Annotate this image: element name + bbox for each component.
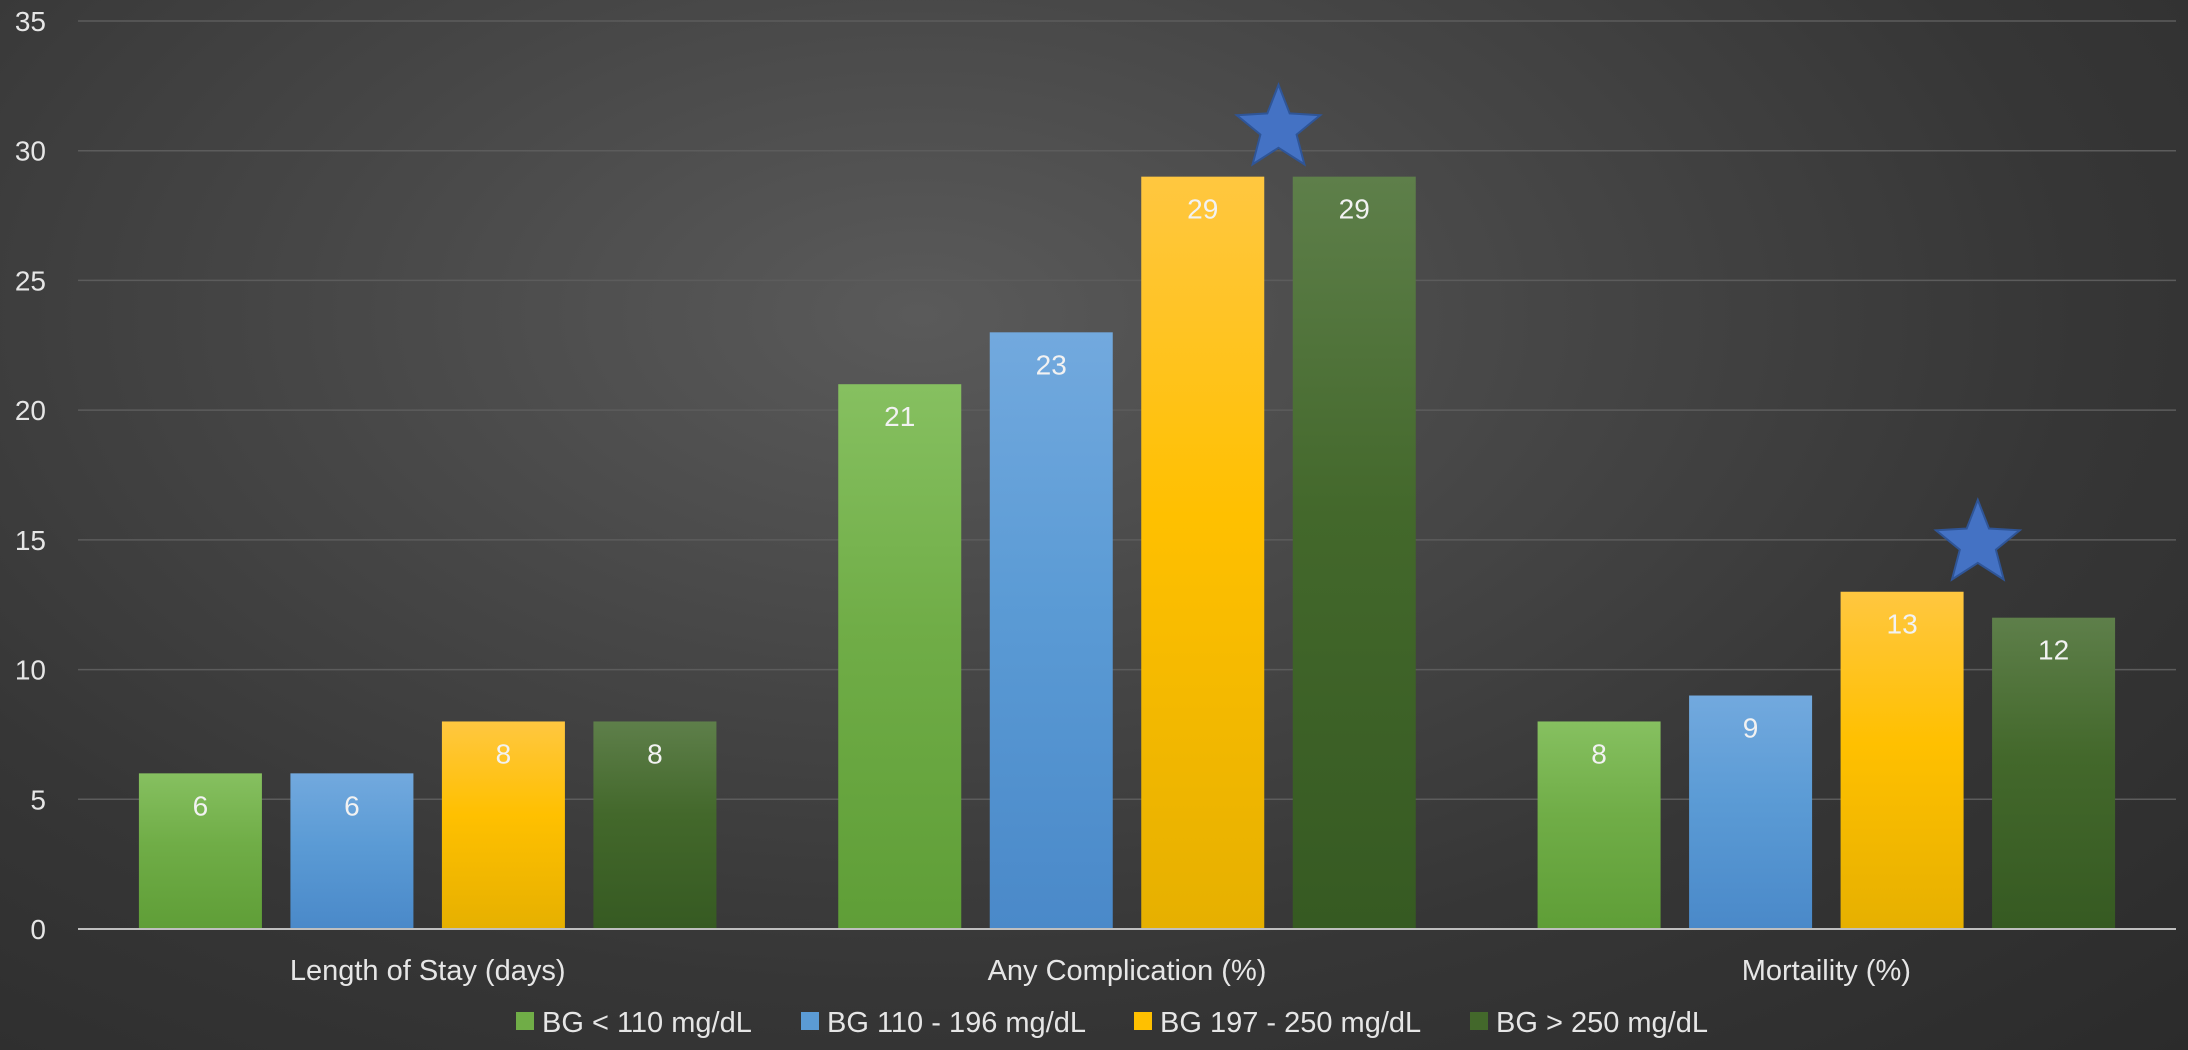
data-labels: 6 6 8 8 21 23 29 29 8 9 13 12 <box>193 194 2070 822</box>
x-axis-category-labels: Length of Stay (days) Any Complication (%… <box>290 955 1911 987</box>
bar <box>1537 721 1661 929</box>
data-label: 13 <box>1887 609 1918 640</box>
bar <box>138 773 262 929</box>
bar <box>1292 176 1416 929</box>
annotations <box>1234 82 2023 582</box>
bar <box>441 721 565 929</box>
y-tick-label: 0 <box>30 914 46 945</box>
y-tick-label: 10 <box>15 655 46 686</box>
legend-item: BG > 250 mg/dL <box>1470 1007 1708 1039</box>
data-label: 21 <box>884 401 915 432</box>
legend-item: BG 110 - 196 mg/dL <box>801 1007 1086 1039</box>
y-tick-label: 20 <box>15 395 46 426</box>
bar <box>838 384 962 929</box>
legend-item: BG 197 - 250 mg/dL <box>1134 1007 1421 1039</box>
legend-label: BG > 250 mg/dL <box>1496 1007 1708 1039</box>
legend-label: BG < 110 mg/dL <box>542 1007 752 1039</box>
bar <box>1992 617 2116 929</box>
y-tick-label: 5 <box>30 784 46 815</box>
data-label: 8 <box>496 738 512 769</box>
bar <box>1141 176 1265 929</box>
data-label: 23 <box>1036 349 1067 380</box>
data-label: 6 <box>344 790 360 821</box>
bars <box>138 176 2116 929</box>
data-label: 8 <box>1591 738 1607 769</box>
bar <box>1689 695 1813 929</box>
data-label: 29 <box>1339 194 1370 225</box>
data-label: 9 <box>1743 713 1759 744</box>
bar <box>989 332 1113 929</box>
y-tick-label: 35 <box>15 6 46 37</box>
bar <box>593 721 717 929</box>
legend-item: BG < 110 mg/dL <box>516 1007 752 1039</box>
x-category-label: Length of Stay (days) <box>290 955 566 987</box>
data-label: 8 <box>647 738 663 769</box>
legend-label: BG 197 - 250 mg/dL <box>1160 1007 1421 1039</box>
data-label: 29 <box>1187 194 1218 225</box>
legend-label: BG 110 - 196 mg/dL <box>827 1007 1086 1039</box>
x-category-label: Any Complication (%) <box>988 955 1267 987</box>
legend-swatch <box>801 1012 819 1030</box>
bar <box>1840 591 1964 929</box>
y-axis-tick-labels: 0 5 10 15 20 25 30 35 <box>15 6 46 945</box>
legend: BG < 110 mg/dL BG 110 - 196 mg/dL BG 197 -… <box>516 1007 1708 1039</box>
gridlines <box>78 20 2176 801</box>
y-tick-label: 15 <box>15 525 46 556</box>
significance-star-icon <box>1234 82 1323 167</box>
legend-swatch <box>1470 1012 1488 1030</box>
significance-star-icon <box>1933 497 2023 582</box>
y-tick-label: 25 <box>15 265 46 296</box>
y-tick-label: 30 <box>15 136 46 167</box>
legend-swatch <box>1134 1012 1152 1030</box>
bar <box>290 773 414 929</box>
data-label: 12 <box>2038 635 2069 666</box>
x-category-label: Mortaility (%) <box>1742 955 1911 987</box>
data-label: 6 <box>193 790 209 821</box>
legend-swatch <box>516 1012 534 1030</box>
